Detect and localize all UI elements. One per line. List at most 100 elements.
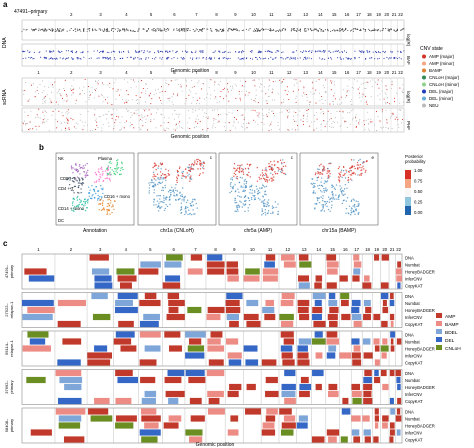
umap-cell [162, 189, 164, 192]
umap-cell [352, 198, 354, 200]
umap-cell [199, 168, 202, 170]
cnv-point [331, 123, 333, 125]
cnv-point [64, 130, 67, 132]
cnv-point [46, 94, 48, 96]
umap-cell [283, 172, 285, 175]
cnv-segment [351, 429, 360, 436]
cnv-point [230, 28, 232, 30]
cnv-point [233, 122, 235, 124]
cnv-point [214, 126, 216, 129]
cnv-point [94, 89, 97, 91]
umap-cell [148, 192, 150, 194]
cnv-point [139, 96, 141, 98]
cnv-point [258, 113, 260, 116]
cnv-point [175, 123, 177, 125]
umap-cell [355, 200, 358, 202]
cnv-point [258, 112, 260, 114]
cnv-point [390, 51, 392, 53]
cnv-point [166, 50, 168, 52]
cnv-point [242, 114, 244, 116]
cnv-point [280, 57, 282, 59]
cnv-point [158, 50, 160, 52]
cnv-point [152, 30, 154, 32]
umap-cell [270, 161, 272, 163]
umap-cell [271, 177, 273, 179]
cnv-point [366, 100, 368, 102]
cnv-point [269, 124, 271, 127]
umap-cell [257, 189, 260, 192]
cnv-point [236, 28, 238, 30]
cnv-point [205, 116, 207, 118]
cnv-point [134, 50, 137, 52]
cnv-point [71, 51, 73, 53]
cnv-point [315, 127, 318, 129]
umap-cell [235, 169, 238, 171]
cnv-point [134, 30, 136, 33]
cnv-point [359, 97, 361, 99]
cnv-point [28, 51, 30, 53]
umap-cell [74, 168, 76, 170]
cnv-point [181, 126, 183, 128]
cnv-point [240, 114, 242, 116]
cnv-point [280, 82, 282, 84]
umap-cell [325, 181, 327, 183]
legend-swatch [422, 75, 426, 80]
cnv-point [369, 57, 371, 59]
cnv-segment [185, 331, 206, 338]
umap-cell [256, 167, 259, 169]
chrom-label: 5 [150, 70, 153, 75]
cnv-segment [246, 299, 259, 307]
cnv-point [227, 91, 229, 93]
cnv-point [125, 101, 127, 103]
cnv-point [57, 27, 59, 30]
cnv-point [293, 84, 295, 86]
cnv-segment [168, 415, 182, 422]
cnv-point [145, 118, 147, 120]
cnv-point [143, 50, 145, 52]
umap-cell [253, 190, 256, 192]
cnv-point [319, 99, 321, 101]
cnv-point [182, 30, 184, 32]
cnv-point [101, 95, 103, 97]
cnv-point [385, 28, 387, 30]
cnv-point [161, 58, 163, 60]
umap-cell [93, 190, 96, 192]
cnv-point [376, 83, 378, 85]
cnv-point [98, 57, 100, 59]
legend-swatch [422, 89, 426, 94]
cnv-point [32, 29, 34, 31]
colorbar-tick: 1.00 [414, 168, 423, 173]
cnv-point [342, 111, 344, 113]
cnv-point [93, 50, 95, 52]
cnv-segment [208, 397, 220, 405]
umap-cell [341, 169, 343, 171]
umap-cell [245, 180, 248, 183]
cnv-point [192, 28, 194, 31]
umap-cell [270, 212, 272, 215]
umap-cell [338, 194, 341, 196]
cnv-point [120, 51, 122, 53]
umap-cell [359, 158, 361, 161]
umap-cell [189, 178, 191, 180]
cnv-point [167, 98, 169, 100]
cnv-point [42, 121, 44, 123]
cnv-segment [92, 313, 111, 321]
cnv-point [76, 51, 78, 53]
cnv-point [342, 28, 344, 30]
umap-cell [326, 200, 329, 203]
chrom-label-c: 22 [396, 247, 401, 252]
cnv-segment [266, 408, 278, 415]
umap-cell [312, 182, 315, 184]
cnv-point [322, 84, 324, 86]
umap-cell [265, 173, 267, 176]
cnv-point [365, 101, 367, 103]
cnv-point [106, 29, 109, 31]
umap-cell [190, 164, 193, 166]
cnv-point [345, 29, 347, 31]
umap-cell [231, 177, 233, 179]
cnv-point [23, 28, 25, 30]
umap-cell [349, 174, 352, 176]
cnv-point [217, 109, 219, 111]
cnv-point [329, 103, 331, 105]
cnv-point [396, 58, 399, 60]
